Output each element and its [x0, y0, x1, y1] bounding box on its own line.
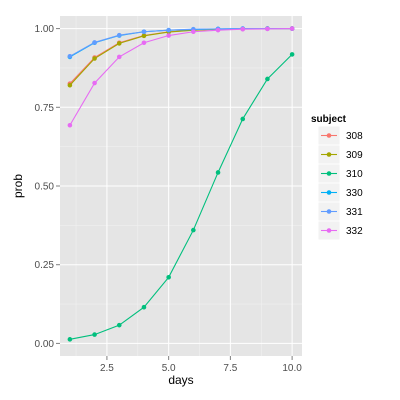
legend-title: subject — [311, 114, 347, 125]
data-point-309 — [92, 56, 97, 61]
y-tick-label: 0.50 — [35, 182, 55, 193]
data-point-332 — [265, 26, 270, 32]
data-point-331 — [92, 40, 97, 45]
y-tick-label: 0.00 — [35, 339, 55, 350]
data-point-331 — [141, 29, 147, 35]
y-axis-ticks: 0.00 0.25 0.50 0.75 1.00 — [35, 24, 60, 350]
data-point-310 — [166, 274, 171, 280]
data-point-332 — [92, 80, 97, 86]
data-point-310 — [116, 322, 122, 328]
legend-key-point-309 — [326, 152, 332, 157]
legend-label-331: 331 — [346, 207, 363, 218]
series-line-332 — [69, 28, 293, 126]
x-tick-label: 5.0 — [162, 363, 176, 374]
x-tick-label: 10.0 — [282, 363, 302, 374]
data-point-310 — [265, 76, 270, 82]
data-point-309 — [67, 82, 73, 88]
legend-key-point-308 — [326, 133, 332, 138]
data-point-310 — [141, 304, 147, 310]
major-gridlines — [60, 16, 302, 356]
data-point-309 — [141, 33, 147, 39]
data-point-310 — [240, 116, 246, 122]
legend-key-point-310 — [326, 171, 332, 176]
x-tick-label: 2.5 — [100, 363, 114, 374]
series-layer — [67, 26, 295, 342]
data-point-332 — [191, 29, 196, 35]
data-point-332 — [116, 54, 122, 60]
legend-label-308: 308 — [346, 131, 363, 142]
legend-label-330: 330 — [346, 188, 363, 199]
y-axis-title: prob — [11, 174, 25, 198]
series-line-310 — [69, 54, 293, 340]
x-axis-ticks: 2.5 5.0 7.5 10.0 — [100, 356, 302, 374]
data-point-310 — [215, 170, 221, 175]
data-point-310 — [67, 337, 73, 342]
legend-key-point-331 — [326, 209, 332, 214]
data-point-332 — [240, 26, 246, 32]
legend: subject 308 309 310 330 331 332 — [311, 114, 363, 241]
data-point-331 — [166, 27, 171, 33]
data-point-331 — [67, 53, 73, 59]
legend-label-332: 332 — [346, 226, 363, 237]
x-axis-title: days — [168, 373, 193, 387]
legend-key-point-332 — [326, 228, 332, 233]
y-tick-label: 0.25 — [35, 260, 55, 271]
data-point-310 — [92, 332, 97, 337]
y-tick-label: 0.75 — [35, 103, 55, 114]
data-point-332 — [67, 122, 73, 128]
data-point-332 — [215, 27, 221, 33]
data-point-309 — [116, 41, 122, 46]
legend-key-point-330 — [326, 190, 332, 195]
legend-label-309: 309 — [346, 150, 363, 161]
data-point-310 — [289, 52, 295, 57]
data-point-331 — [116, 32, 122, 38]
x-tick-label: 7.5 — [223, 363, 237, 374]
y-tick-label: 1.00 — [35, 24, 55, 35]
data-point-332 — [166, 33, 171, 38]
legend-label-310: 310 — [346, 169, 363, 180]
data-point-310 — [191, 227, 196, 233]
data-point-332 — [141, 40, 147, 46]
data-point-332 — [289, 26, 295, 31]
